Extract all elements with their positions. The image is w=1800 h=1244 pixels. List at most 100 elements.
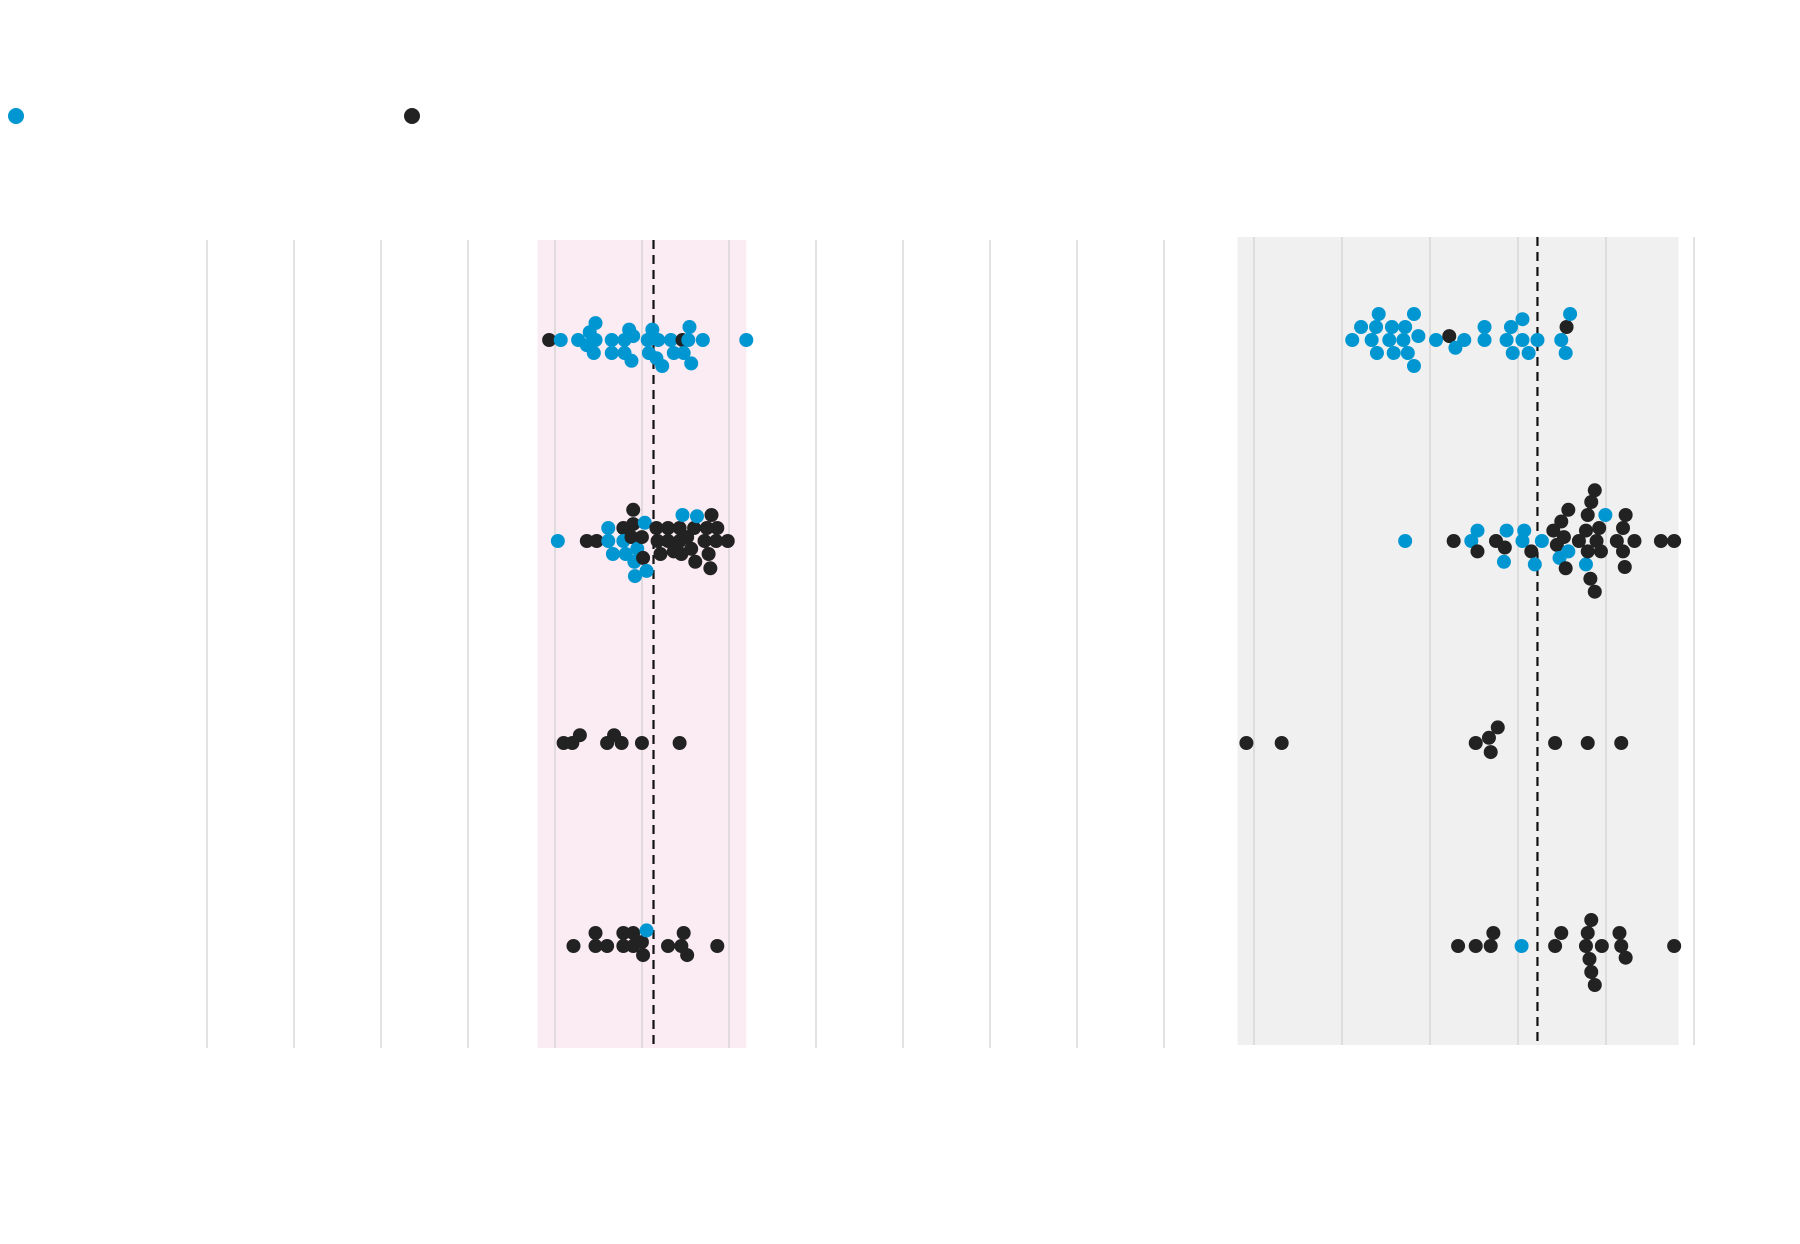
panel-2-row-1-dot-blue xyxy=(1554,333,1569,347)
panel-1-row-4-dot-black xyxy=(616,926,631,940)
panel-2-row-2-dot-black xyxy=(1584,495,1599,509)
panel-2-row-1-dot-blue xyxy=(1345,333,1360,347)
panel-2-row-4-dot-black xyxy=(1584,965,1599,979)
panel-1-row-1-dot-blue xyxy=(588,316,603,331)
panel-2-row-2-dot-blue xyxy=(1398,534,1413,548)
legend-dot-blue xyxy=(8,108,24,124)
panel-2-row-2-dot-black xyxy=(1556,530,1571,545)
panel-2-band xyxy=(1237,237,1679,1045)
panel-2-row-2-dot-blue xyxy=(1464,534,1479,548)
panel-2-row-2-dot-black xyxy=(1558,561,1573,576)
panel-2-row-1-dot-blue xyxy=(1382,333,1397,347)
panel-2-row-3-dot-black xyxy=(1548,736,1563,750)
panel-2-row-4-dot-blue xyxy=(1514,939,1529,953)
panel-2-row-2-dot-black xyxy=(1653,534,1668,548)
panel-2-row-1-dot-blue xyxy=(1364,333,1379,347)
panel-2-row-3-dot-black xyxy=(1481,730,1496,745)
panel-2-row-2-dot-black xyxy=(1446,534,1461,548)
panel-2-row-2-dot-black xyxy=(1580,508,1595,522)
panel-1-row-1-dot-blue xyxy=(676,346,691,360)
panel-2-row-4-dot-black xyxy=(1486,926,1501,940)
panel-2-row-2-dot-blue xyxy=(1561,544,1576,559)
panel-2-row-2-dot-black xyxy=(1609,534,1624,548)
panel-2-row-1-dot-black xyxy=(1559,320,1574,334)
panel-2-row-4-dot-black xyxy=(1554,926,1569,940)
panel-2-row-4-dot-black xyxy=(1594,939,1609,953)
panel-1-row-2-dot-blue xyxy=(637,515,652,530)
panel-1-row-2-dot-black xyxy=(626,517,641,532)
panel-2-row-1-dot-blue xyxy=(1406,307,1421,321)
panel-1-row-3-dot-black xyxy=(634,736,649,750)
panel-2-row-4-dot-black xyxy=(1618,950,1633,965)
panel-2-row-1-dot-blue xyxy=(1477,320,1492,334)
panel-2-row-1-dot-blue xyxy=(1371,307,1386,321)
panel-1-row-1-dot-blue xyxy=(682,320,697,334)
panel-2-row-3-dot-black xyxy=(1614,736,1629,750)
panel-2-row-1-dot-blue xyxy=(1521,346,1536,360)
panel-1-row-4-dot-black xyxy=(636,948,651,963)
panel-1-row-2-dot-black xyxy=(650,534,665,548)
panel-2-row-1-dot-blue xyxy=(1369,346,1384,360)
panel-2-row-2-dot-blue xyxy=(1598,508,1613,522)
panel-1-row-1-dot-blue xyxy=(553,333,568,347)
panel-2-row-2-dot-black xyxy=(1617,560,1632,574)
legend xyxy=(0,108,1800,148)
panel-2-row-4-dot-black xyxy=(1584,913,1599,927)
panel-2-row-1-dot-blue xyxy=(1386,346,1401,360)
panel-2-row-2-dot-blue xyxy=(1527,557,1542,572)
panel-1-row-2-dot-black xyxy=(687,521,702,535)
panel-1-row-4-dot-black xyxy=(634,935,649,950)
panel-1-row-1-dot-blue xyxy=(604,346,619,360)
panel-2-row-1-dot-blue xyxy=(1505,346,1520,360)
panel-2-row-1-dot-blue xyxy=(1411,329,1426,344)
panel-1-row-2-dot-black xyxy=(589,534,604,548)
panel-1-row-2-dot-black xyxy=(579,534,594,548)
panel-2-row-4-dot-black xyxy=(1548,939,1563,953)
panel-1-row-4-dot-black xyxy=(588,939,603,953)
panel-1-row-4-dot-black xyxy=(676,926,691,940)
legend-dot-black xyxy=(404,108,420,124)
panel-1-row-2-dot-blue xyxy=(605,547,620,561)
panel-1-row-2-dot-black xyxy=(699,521,714,535)
panel-1-row-2-dot-blue xyxy=(550,534,565,548)
panel-2-row-4-dot-black xyxy=(1580,926,1595,940)
panel-1-row-1-dot-blue xyxy=(695,333,710,347)
panel-2-row-1-dot-blue xyxy=(1530,333,1545,347)
panel-2-row-2-dot-black xyxy=(1580,544,1595,559)
panel-2-row-3-dot-black xyxy=(1580,736,1595,750)
panel-2-row-2-dot-black xyxy=(1616,521,1631,535)
panel-1-row-2-dot-blue xyxy=(675,508,690,522)
panel-1-row-4-dot-blue xyxy=(639,923,654,938)
panel-2-row-1-dot-blue xyxy=(1406,359,1421,373)
panel-1-row-4-dot-black xyxy=(661,939,676,953)
panel-1-row-1-dot-blue xyxy=(624,353,639,368)
panel-2-row-2-dot-blue xyxy=(1515,534,1530,548)
panel-2-row-2-dot-black xyxy=(1587,483,1602,498)
panel-2-row-4-dot-black xyxy=(1483,939,1498,953)
panel-1-row-1-dot-blue xyxy=(651,333,666,347)
panel-1-row-4-dot-black xyxy=(600,939,615,953)
panel-2-row-2-dot-blue xyxy=(1496,554,1511,569)
panel-2-row-1-dot-blue xyxy=(1369,320,1384,334)
panel-1-row-1-dot-blue xyxy=(684,356,699,371)
panel-2-row-3-dot-black xyxy=(1239,736,1254,750)
panel-2-row-1-dot-blue xyxy=(1515,312,1530,327)
panel-2-row-2-dot-black xyxy=(1627,534,1642,548)
panel-1-row-2-dot-black xyxy=(703,561,718,576)
panel-2-row-2-dot-black xyxy=(1554,514,1569,529)
panel-1-row-1-dot-blue xyxy=(739,333,754,347)
panel-2-row-2-dot-blue xyxy=(1534,534,1549,548)
panel-2-row-2-dot-black xyxy=(1583,571,1598,586)
panel-1-row-1-dot-black xyxy=(542,333,557,347)
panel-2-row-4-dot-black xyxy=(1468,939,1483,953)
panel-2-row-2-dot-black xyxy=(1592,521,1607,535)
panel-1-row-3-dot-black xyxy=(572,728,587,743)
panel-1-row-2-dot-black xyxy=(684,541,699,556)
panel-1-row-2-dot-black xyxy=(720,534,735,548)
panel-2-row-1-dot-blue xyxy=(1558,346,1573,360)
panel-2-row-2-dot-black xyxy=(1616,544,1631,559)
panel-2-row-1-dot-blue xyxy=(1499,333,1514,347)
panel-1-row-2-dot-black xyxy=(697,534,712,548)
panel-2-row-1-dot-blue xyxy=(1504,320,1518,334)
panel-1-row-1-dot-blue xyxy=(626,329,641,344)
